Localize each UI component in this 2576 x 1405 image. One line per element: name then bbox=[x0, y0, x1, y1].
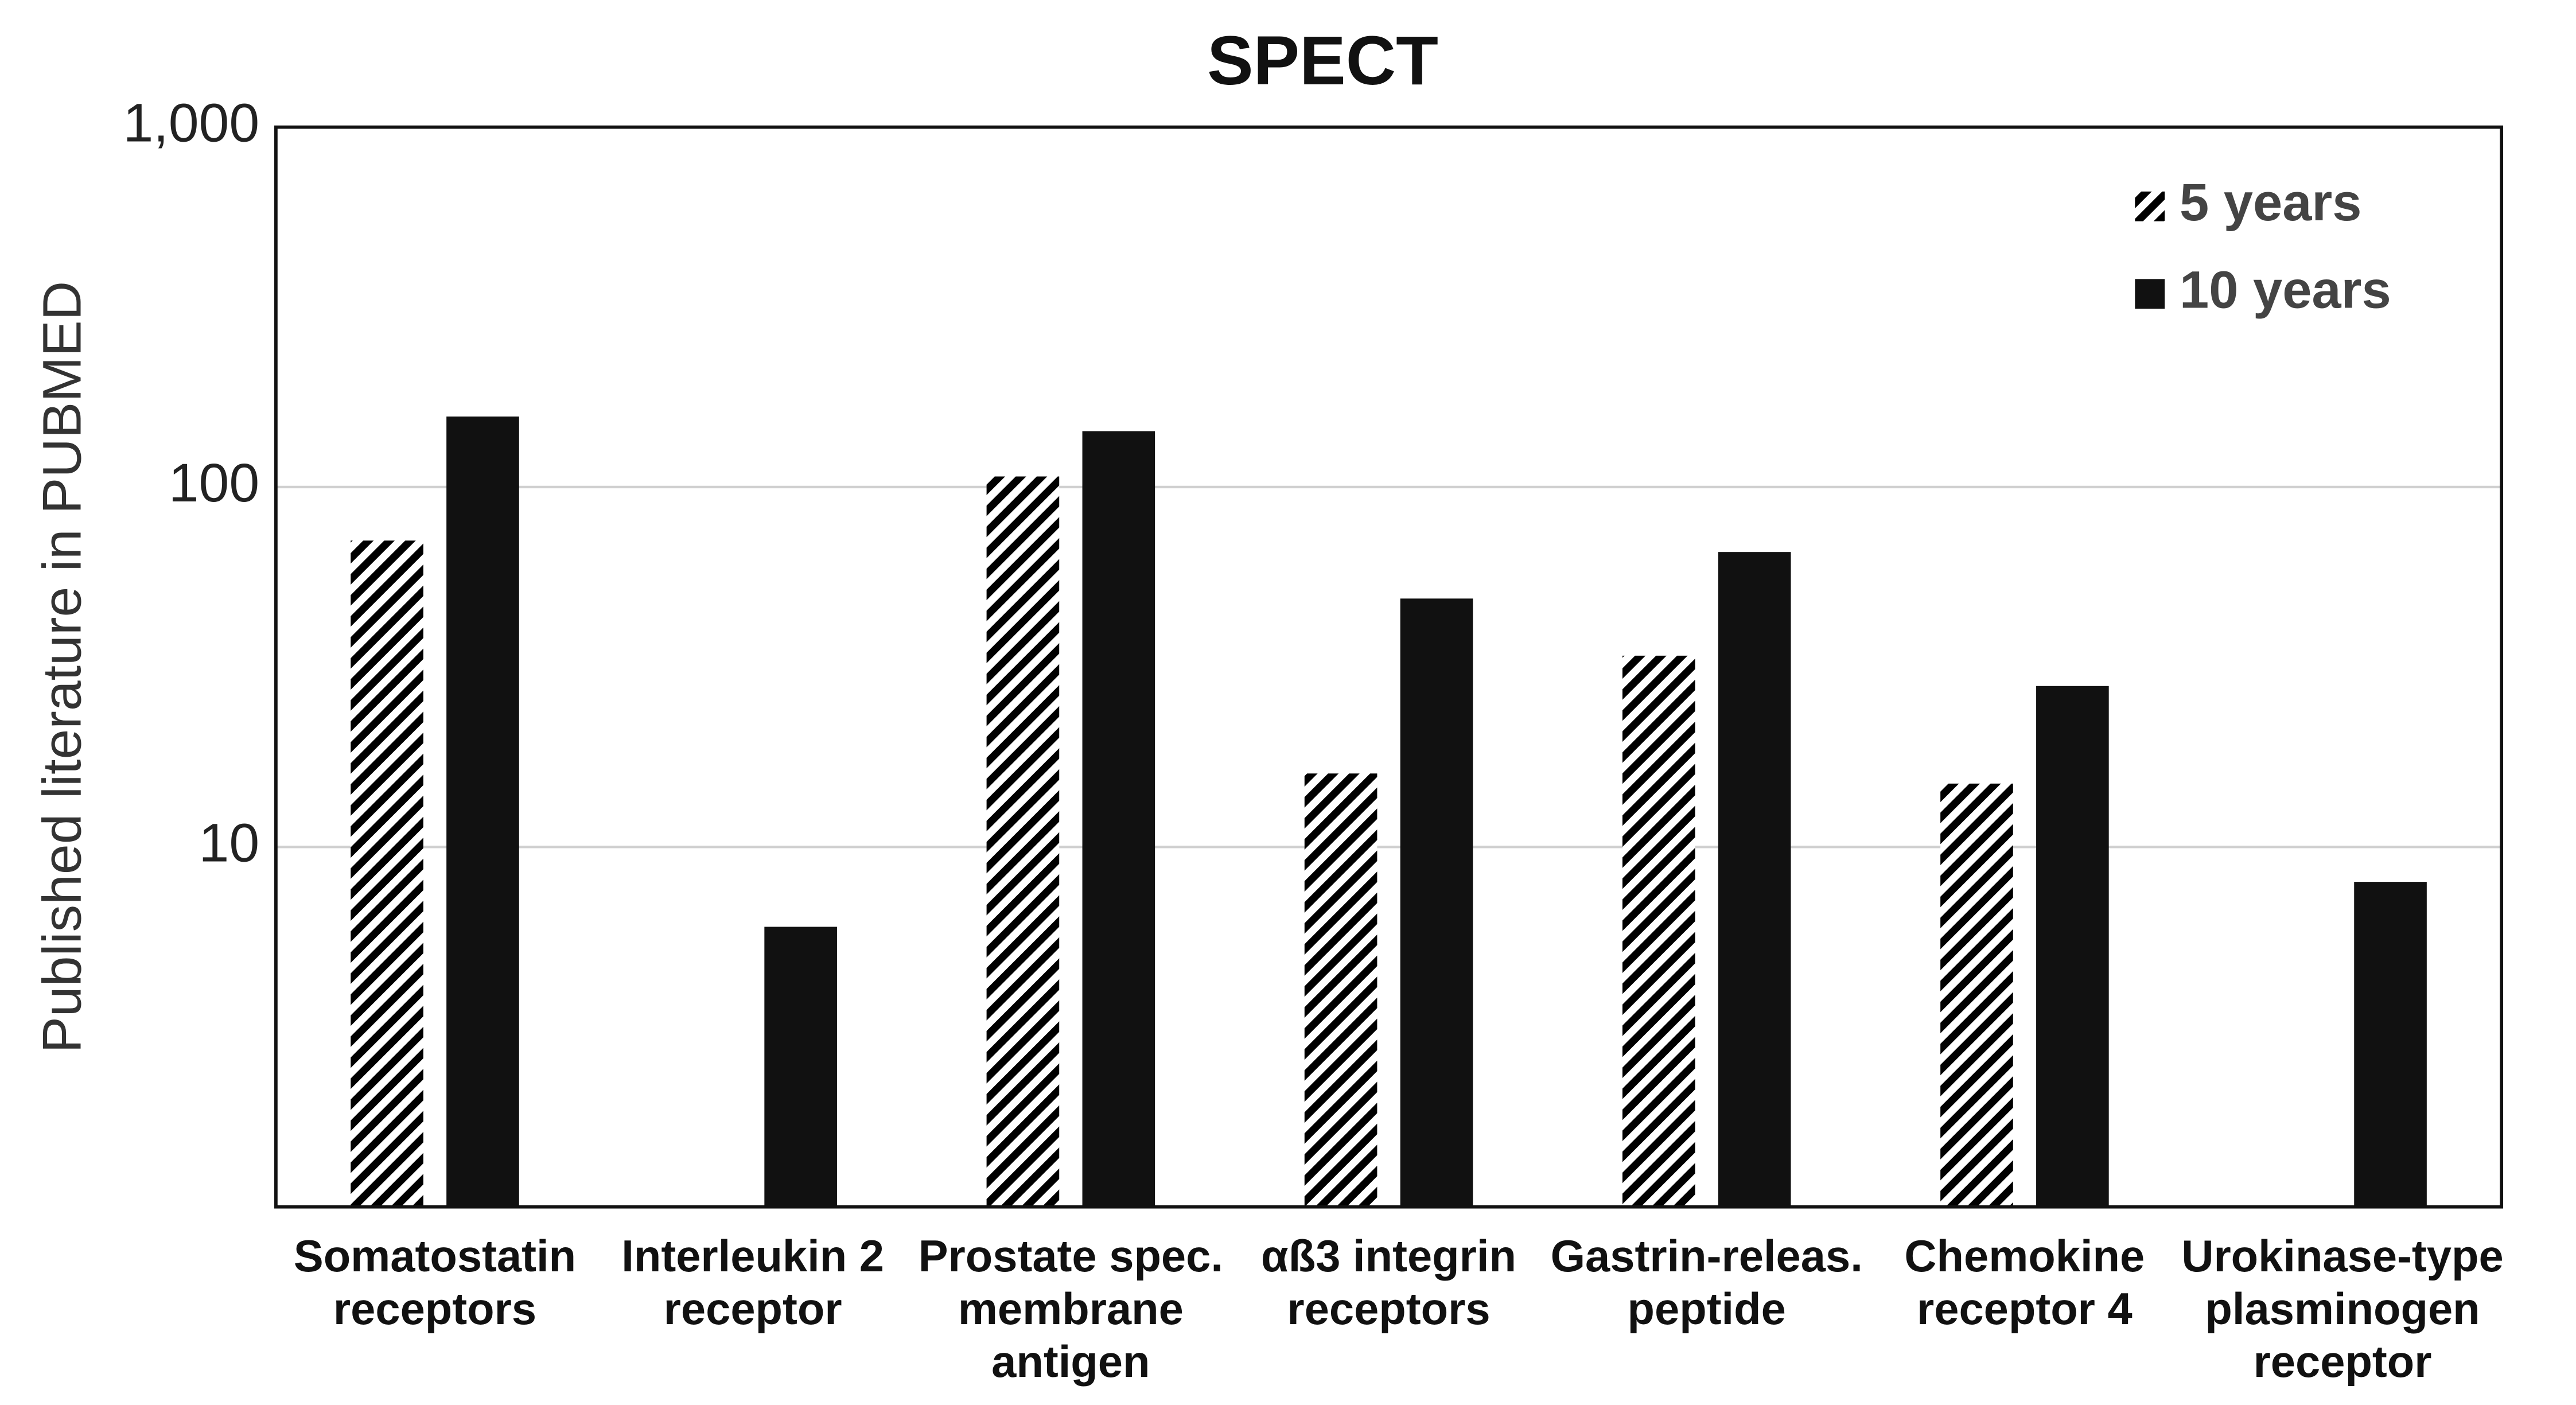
x-tick-label-box: Chemokine receptor 4 bbox=[1904, 1231, 2145, 1334]
x-tick-label-box: Somatostatin receptors bbox=[293, 1231, 577, 1334]
bar bbox=[1622, 655, 1695, 1207]
x-tick-label: Prostate spec. membrane antigen bbox=[918, 1231, 1223, 1387]
x-tick-label: Interleukin 2 receptor bbox=[621, 1231, 884, 1334]
x-tick-label: αß3 integrin receptors bbox=[1261, 1231, 1516, 1334]
x-tick-label: Gastrin-releas. peptide bbox=[1550, 1231, 1863, 1334]
x-tick-label-box: Urokinase-type plasminogen receptor bbox=[2181, 1231, 2504, 1387]
bar bbox=[764, 927, 837, 1207]
bar bbox=[2036, 686, 2109, 1207]
x-tick-label: Urokinase-type plasminogen receptor bbox=[2181, 1231, 2504, 1387]
legend-swatch bbox=[2135, 191, 2165, 221]
legend-label: 10 years bbox=[2180, 260, 2391, 320]
bar bbox=[1400, 598, 1473, 1207]
y-tick-label: 10 bbox=[199, 812, 260, 873]
bar bbox=[351, 540, 423, 1207]
x-tick-label-box: Interleukin 2 receptor bbox=[621, 1231, 884, 1334]
y-tick-label: 1,000 bbox=[123, 93, 260, 154]
x-tick-label-box: Prostate spec. membrane antigen bbox=[918, 1231, 1223, 1387]
legend-label: 5 years bbox=[2180, 173, 2361, 232]
bar bbox=[446, 417, 519, 1207]
bar bbox=[1304, 773, 1378, 1207]
legend-swatch bbox=[2135, 279, 2165, 309]
bar bbox=[986, 476, 1060, 1207]
chart-title: SPECT bbox=[1207, 22, 1438, 99]
bar bbox=[1718, 552, 1791, 1207]
x-tick-label: Chemokine receptor 4 bbox=[1904, 1231, 2145, 1334]
y-axis-label: Published literature in PUBMED bbox=[32, 281, 93, 1053]
bar bbox=[2354, 882, 2427, 1207]
bar bbox=[1082, 431, 1155, 1207]
x-tick-label-box: αß3 integrin receptors bbox=[1261, 1231, 1516, 1334]
plot-frame bbox=[274, 125, 2504, 1209]
bar bbox=[1940, 783, 2013, 1207]
y-tick-label: 100 bbox=[169, 453, 259, 513]
x-tick-label: Somatostatin receptors bbox=[293, 1231, 577, 1334]
x-tick-label-box: Gastrin-releas. peptide bbox=[1550, 1231, 1863, 1334]
